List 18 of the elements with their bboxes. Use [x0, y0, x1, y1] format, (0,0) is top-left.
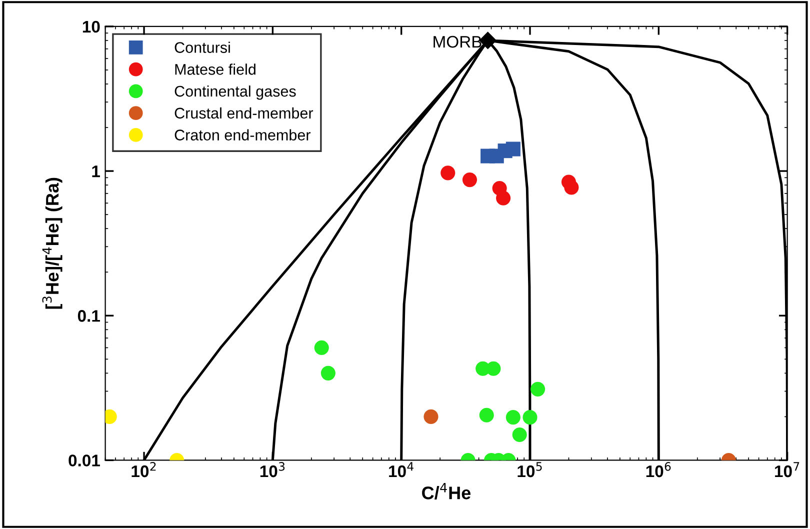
- x-tick-label: 10$^{2}$: [132, 462, 156, 478]
- y-tick-label: 0.01: [68, 454, 100, 466]
- annotation: MORB: [434, 36, 482, 48]
- x-tick-label: 10$^{4}$: [389, 462, 414, 478]
- y-axis-title: [$^{3}$He]/[$^{4}$He] (Ra): [42, 178, 62, 309]
- y-tick-label: 10: [82, 20, 100, 33]
- x-tick-label: 10$^{3}$: [260, 462, 285, 478]
- x-tick-label: 10$^{7}$: [775, 462, 800, 478]
- x-tick-label: 10$^{5}$: [518, 462, 542, 478]
- legend-label: Matese field: [175, 64, 256, 75]
- x-axis-title: C/$^{4}$He: [422, 483, 471, 500]
- legend-label: Craton end-member: [174, 129, 311, 140]
- y-tick-label: 1: [92, 166, 100, 178]
- x-tick-label: 10$^{6}$: [646, 462, 671, 478]
- y-tick-label: 0.1: [78, 310, 100, 322]
- legend-label: Crustal end-member: [174, 107, 314, 119]
- legend-label: Contursi: [174, 42, 230, 53]
- legend-label: Continental gases: [174, 85, 296, 100]
